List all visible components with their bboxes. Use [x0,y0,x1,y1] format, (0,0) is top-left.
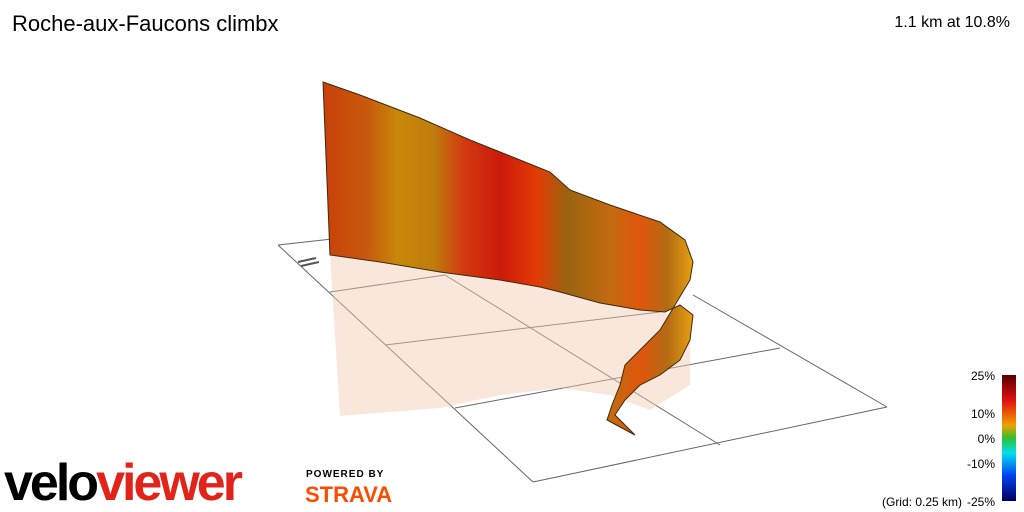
arrow-stroke [300,261,320,267]
summary: 1.1 km at 10.8% [894,14,1010,31]
grid-line [692,294,888,408]
grid-line [329,274,446,293]
title: Roche-aux-Faucons climbx [12,11,279,36]
grid-line [384,311,661,346]
grid-line [444,274,721,446]
logo: veloviewer [4,454,243,512]
strava-logo: STRAVA [305,482,392,507]
grid-line [532,406,888,483]
ground-grid [277,238,888,483]
grid-note: (Grid: 0.25 km) [882,495,962,509]
north-arrow [297,257,320,267]
scale-label: 0% [978,432,996,446]
scale-label: 25% [971,369,995,383]
grid-line [277,238,333,246]
logo-part: viewer [96,454,243,512]
scale-label: -10% [967,457,995,471]
wall-reflection [330,255,690,416]
grid-line [454,347,781,409]
logo-part: velo [4,454,97,512]
climb-wall [322,81,694,436]
grid-line [277,244,534,483]
scale-label: 10% [971,407,995,421]
color-scale [1002,375,1016,501]
powered-by: POWERED BY [306,469,384,480]
arrow-stroke [297,257,317,263]
scale-label: -25% [967,495,995,509]
